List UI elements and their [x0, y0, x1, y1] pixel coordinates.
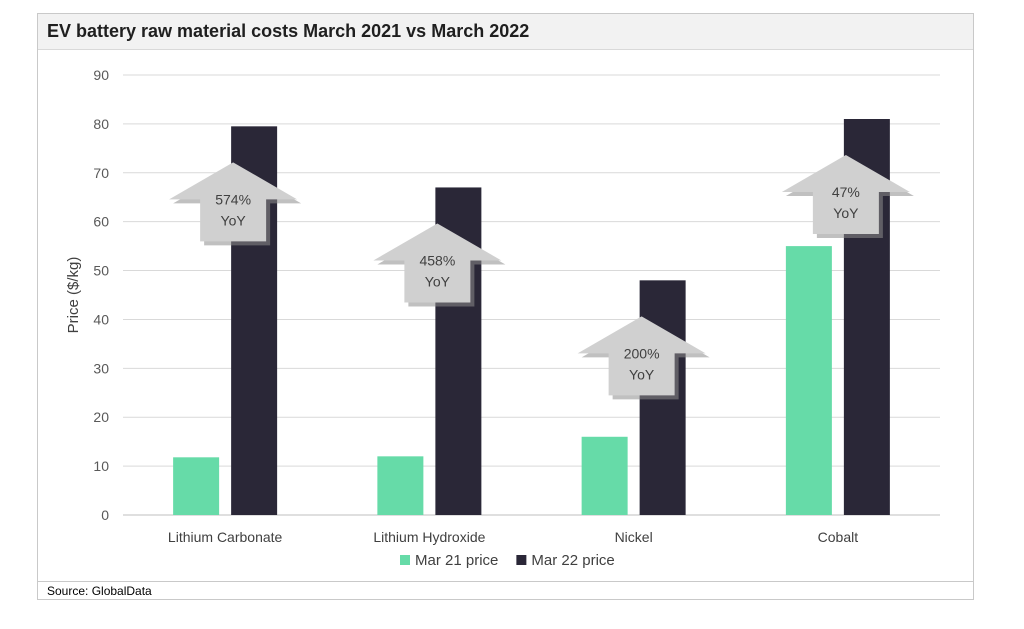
title-bar: EV battery raw material costs March 2021…: [38, 14, 973, 50]
bar-mar21: [785, 246, 832, 515]
bar-chart: 0 10 20 30 40 50 60 70 80 90 Price ($/kg) Lithium C…: [65, 67, 940, 569]
y-tick-label: 0: [101, 507, 109, 523]
growth-percent-label: 458%: [419, 252, 455, 268]
growth-percent-label: 47%: [832, 184, 860, 200]
y-tick-label: 80: [93, 116, 109, 132]
bar-mar21: [173, 457, 220, 515]
x-tick-label: Cobalt: [818, 529, 859, 545]
legend-swatch: [400, 555, 410, 565]
growth-percent-label: 200%: [624, 345, 660, 361]
growth-yoy-label: YoY: [833, 205, 859, 221]
x-tick-label: Lithium Carbonate: [168, 529, 283, 545]
x-tick-label: Lithium Hydroxide: [373, 529, 485, 545]
legend-label: Mar 21 price: [415, 552, 498, 569]
growth-arrow: [169, 162, 298, 242]
y-tick-label: 10: [93, 458, 109, 474]
y-tick-label: 70: [93, 165, 109, 181]
growth-arrow: [577, 316, 706, 396]
y-tick-label: 60: [93, 214, 109, 230]
source-note: Source: GlobalData: [47, 584, 152, 598]
chart-title: EV battery raw material costs March 2021…: [47, 21, 530, 41]
bar-mar21: [377, 456, 424, 515]
growth-yoy-label: YoY: [425, 273, 451, 289]
y-tick-label: 20: [93, 409, 109, 425]
source-bar: Source: GlobalData: [38, 581, 973, 600]
growth-arrow: [781, 155, 910, 234]
y-tick-label: 50: [93, 263, 109, 279]
x-tick-label: Nickel: [615, 529, 653, 545]
bar-mar21: [581, 436, 628, 515]
growth-yoy-label: YoY: [629, 366, 655, 382]
y-tick-label: 40: [93, 311, 109, 327]
y-tick-label: 90: [93, 67, 109, 83]
legend-swatch: [516, 555, 527, 565]
growth-percent-label: 574%: [215, 191, 251, 207]
growth-arrow: [373, 223, 502, 303]
chart-frame: EV battery raw material costs March 2021…: [37, 13, 974, 600]
y-tick-label: 30: [93, 360, 109, 376]
legend-label: Mar 22 price: [531, 552, 614, 569]
y-axis-label: Price ($/kg): [65, 257, 82, 334]
growth-yoy-label: YoY: [221, 212, 247, 228]
